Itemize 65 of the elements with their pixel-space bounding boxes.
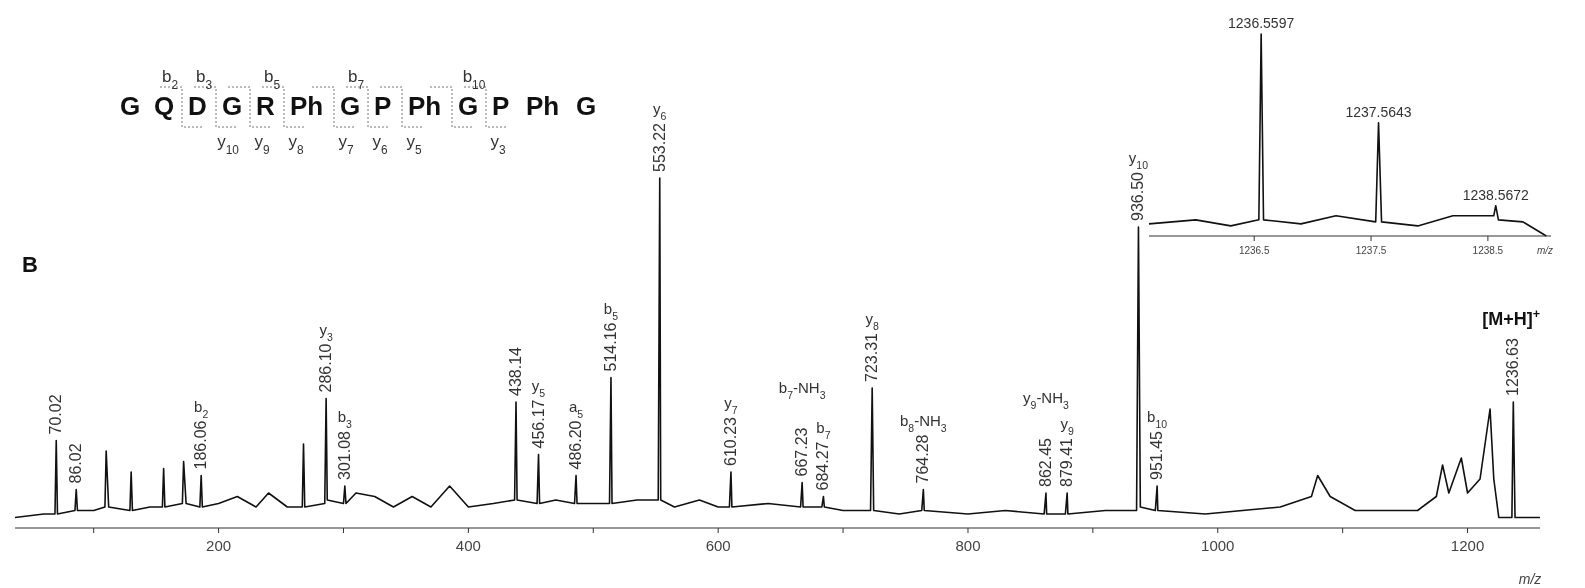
annotation: 514.16 [601, 322, 619, 372]
annotation: [M+H]$^{+}$ [1482, 307, 1540, 329]
annotation: b$_{7}$-NH$_{3}$ [778, 378, 826, 401]
annotation: y$_{9}$-NH$_{3}$ [1023, 389, 1070, 412]
annotation: 70.02 [47, 394, 65, 435]
annotation: b$_{3}$ [337, 408, 353, 431]
annotation: 862.45 [1036, 437, 1054, 487]
annotation: 1237.5643 [1345, 103, 1412, 120]
text: y$_{9}$ [254, 132, 270, 157]
x-tick-label: 600 [705, 537, 731, 554]
text: y$_{5}$ [406, 132, 422, 157]
text: b$_{10}$ [462, 67, 486, 92]
annotation: 764.28 [914, 434, 932, 484]
annotation: 438.14 [507, 346, 525, 396]
annotation: y$_{9}$ [1060, 415, 1074, 438]
annotation: 1236.5597 [1228, 15, 1295, 31]
annotation: a$_{5}$ [568, 397, 584, 420]
x-tick-label: 400 [455, 537, 481, 554]
text: y$_{8}$ [288, 132, 304, 157]
annotation: 286.10 [317, 343, 335, 393]
annotation: 486.20 [567, 420, 585, 470]
annotation: y$_{7}$ [724, 394, 738, 417]
text: y$_{6}$ [653, 100, 667, 123]
annotation: 186.06 [192, 420, 210, 470]
annotation: 723.31 [863, 332, 881, 382]
annotation: 610.23 [721, 416, 739, 466]
x-tick-label: 800 [955, 537, 981, 554]
annotation: 1238.5672 [1462, 186, 1530, 203]
text: b$_{3}$ [195, 67, 213, 92]
x-axis-title: m/z [1536, 245, 1553, 256]
annotation: b$_{8}$-NH$_{3}$ [900, 411, 947, 434]
x-tick-label: 1236.5 [1238, 245, 1270, 256]
annotation: b$_{5}$ [603, 299, 619, 322]
text: b$_{7}$ [347, 67, 365, 92]
annotation: b$_{10}$ [1147, 408, 1168, 431]
annotation: 86.02 [67, 443, 85, 484]
annotation: 301.08 [335, 430, 353, 480]
annotation: 879.41 [1058, 437, 1076, 487]
annotation: 1236.63 [1504, 338, 1522, 396]
text: y$_{7}$ [338, 132, 354, 157]
x-axis-title: m/z [1518, 571, 1542, 587]
annotation: y$_{3}$ [319, 320, 333, 343]
annotation: B [22, 252, 38, 277]
annotation: b$_{2}$ [194, 397, 209, 420]
x-tick-label: 1237.5 [1355, 245, 1387, 256]
annotation: y$_{5}$ [531, 376, 546, 399]
x-tick-label: 1000 [1201, 537, 1235, 554]
x-tick-label: 1238.5 [1472, 245, 1504, 256]
annotation: 951.45 [1148, 430, 1166, 480]
x-tick-label: 200 [206, 537, 232, 554]
annotation: 684.27 [814, 441, 832, 491]
x-tick-label: 1200 [1450, 537, 1485, 554]
text: y$_{10}$ [1128, 149, 1149, 172]
annotation: 936.50 [1129, 171, 1147, 221]
annotation: 456.17 [529, 399, 547, 449]
text: y$_{10}$ [217, 132, 240, 157]
text: b$_{2}$ [161, 67, 179, 92]
annotation: y$_{8}$ [865, 310, 880, 333]
text: b$_{5}$ [263, 67, 281, 92]
annotation: b$_{7}$ [816, 418, 831, 441]
text: y$_{3}$ [490, 132, 506, 157]
text: G Q D G R Ph G P Ph G P Ph G [120, 91, 597, 121]
annotation: 667.23 [793, 427, 811, 477]
annotation: 553.22 [650, 122, 668, 172]
text: y$_{6}$ [372, 132, 388, 157]
